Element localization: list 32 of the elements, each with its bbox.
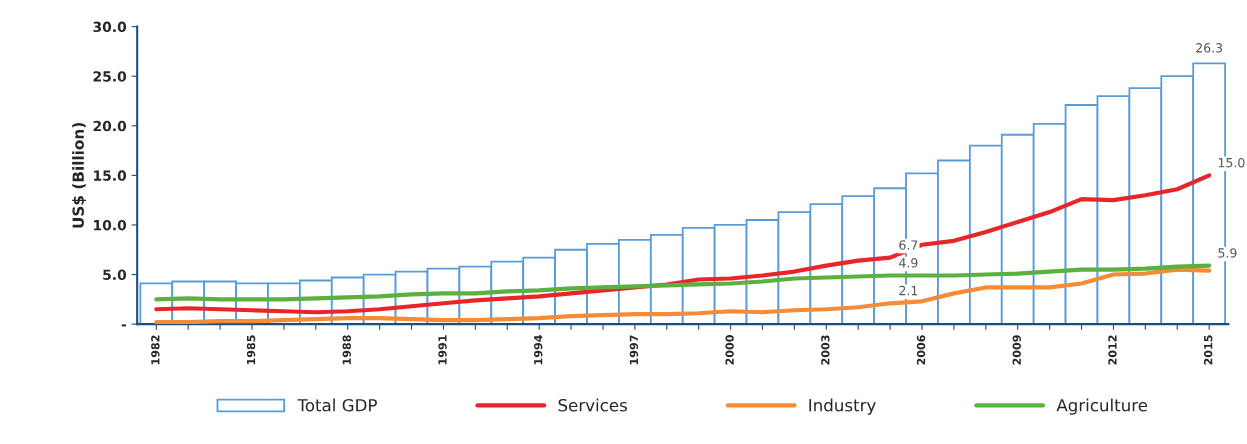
x-tick-label: 2009 bbox=[1012, 335, 1021, 365]
x-tick-label: 1982 bbox=[151, 335, 160, 365]
x-tick-label: 1991 bbox=[438, 335, 447, 365]
legend-label: Total GDP bbox=[297, 398, 377, 412]
x-tick-label: 2015 bbox=[1203, 335, 1213, 365]
x-tick-label: 2012 bbox=[1108, 335, 1117, 365]
x-tick-label: 1985 bbox=[246, 335, 256, 365]
y-tick-label: 10.0 bbox=[94, 219, 127, 231]
x-tick-label: 2003 bbox=[821, 335, 830, 365]
line-series bbox=[154, 267, 1212, 325]
x-tick-label: 2000 bbox=[725, 335, 734, 365]
y-tick-label: 25.0 bbox=[93, 71, 127, 82]
legend-label: Agriculture bbox=[1056, 398, 1148, 415]
legend-label: Services bbox=[558, 398, 627, 412]
line-series bbox=[154, 173, 1212, 315]
data-label: 2.1 bbox=[899, 285, 918, 296]
y-tick-label: 5.0 bbox=[103, 269, 127, 281]
y-tick-label: 20.0 bbox=[93, 120, 127, 132]
x-tick-label: 1994 bbox=[533, 335, 543, 365]
data-label: 15.0 bbox=[1218, 157, 1245, 168]
x-tick-label: 2006 bbox=[916, 335, 926, 365]
y-axis-title: US$ (Billion) bbox=[72, 123, 86, 228]
data-label: 5.9 bbox=[1218, 248, 1237, 258]
legend-label: Industry bbox=[809, 398, 876, 415]
data-label: 6.7 bbox=[899, 240, 918, 250]
y-tick-label: - bbox=[121, 324, 126, 327]
data-label: 26.3 bbox=[1196, 43, 1223, 53]
data-label: 4.9 bbox=[899, 258, 918, 268]
x-tick-label: 1997 bbox=[629, 335, 639, 365]
x-tick-label: 1988 bbox=[342, 335, 351, 365]
y-tick-label: 30.0 bbox=[93, 21, 127, 33]
y-tick-label: 15.0 bbox=[94, 170, 127, 181]
